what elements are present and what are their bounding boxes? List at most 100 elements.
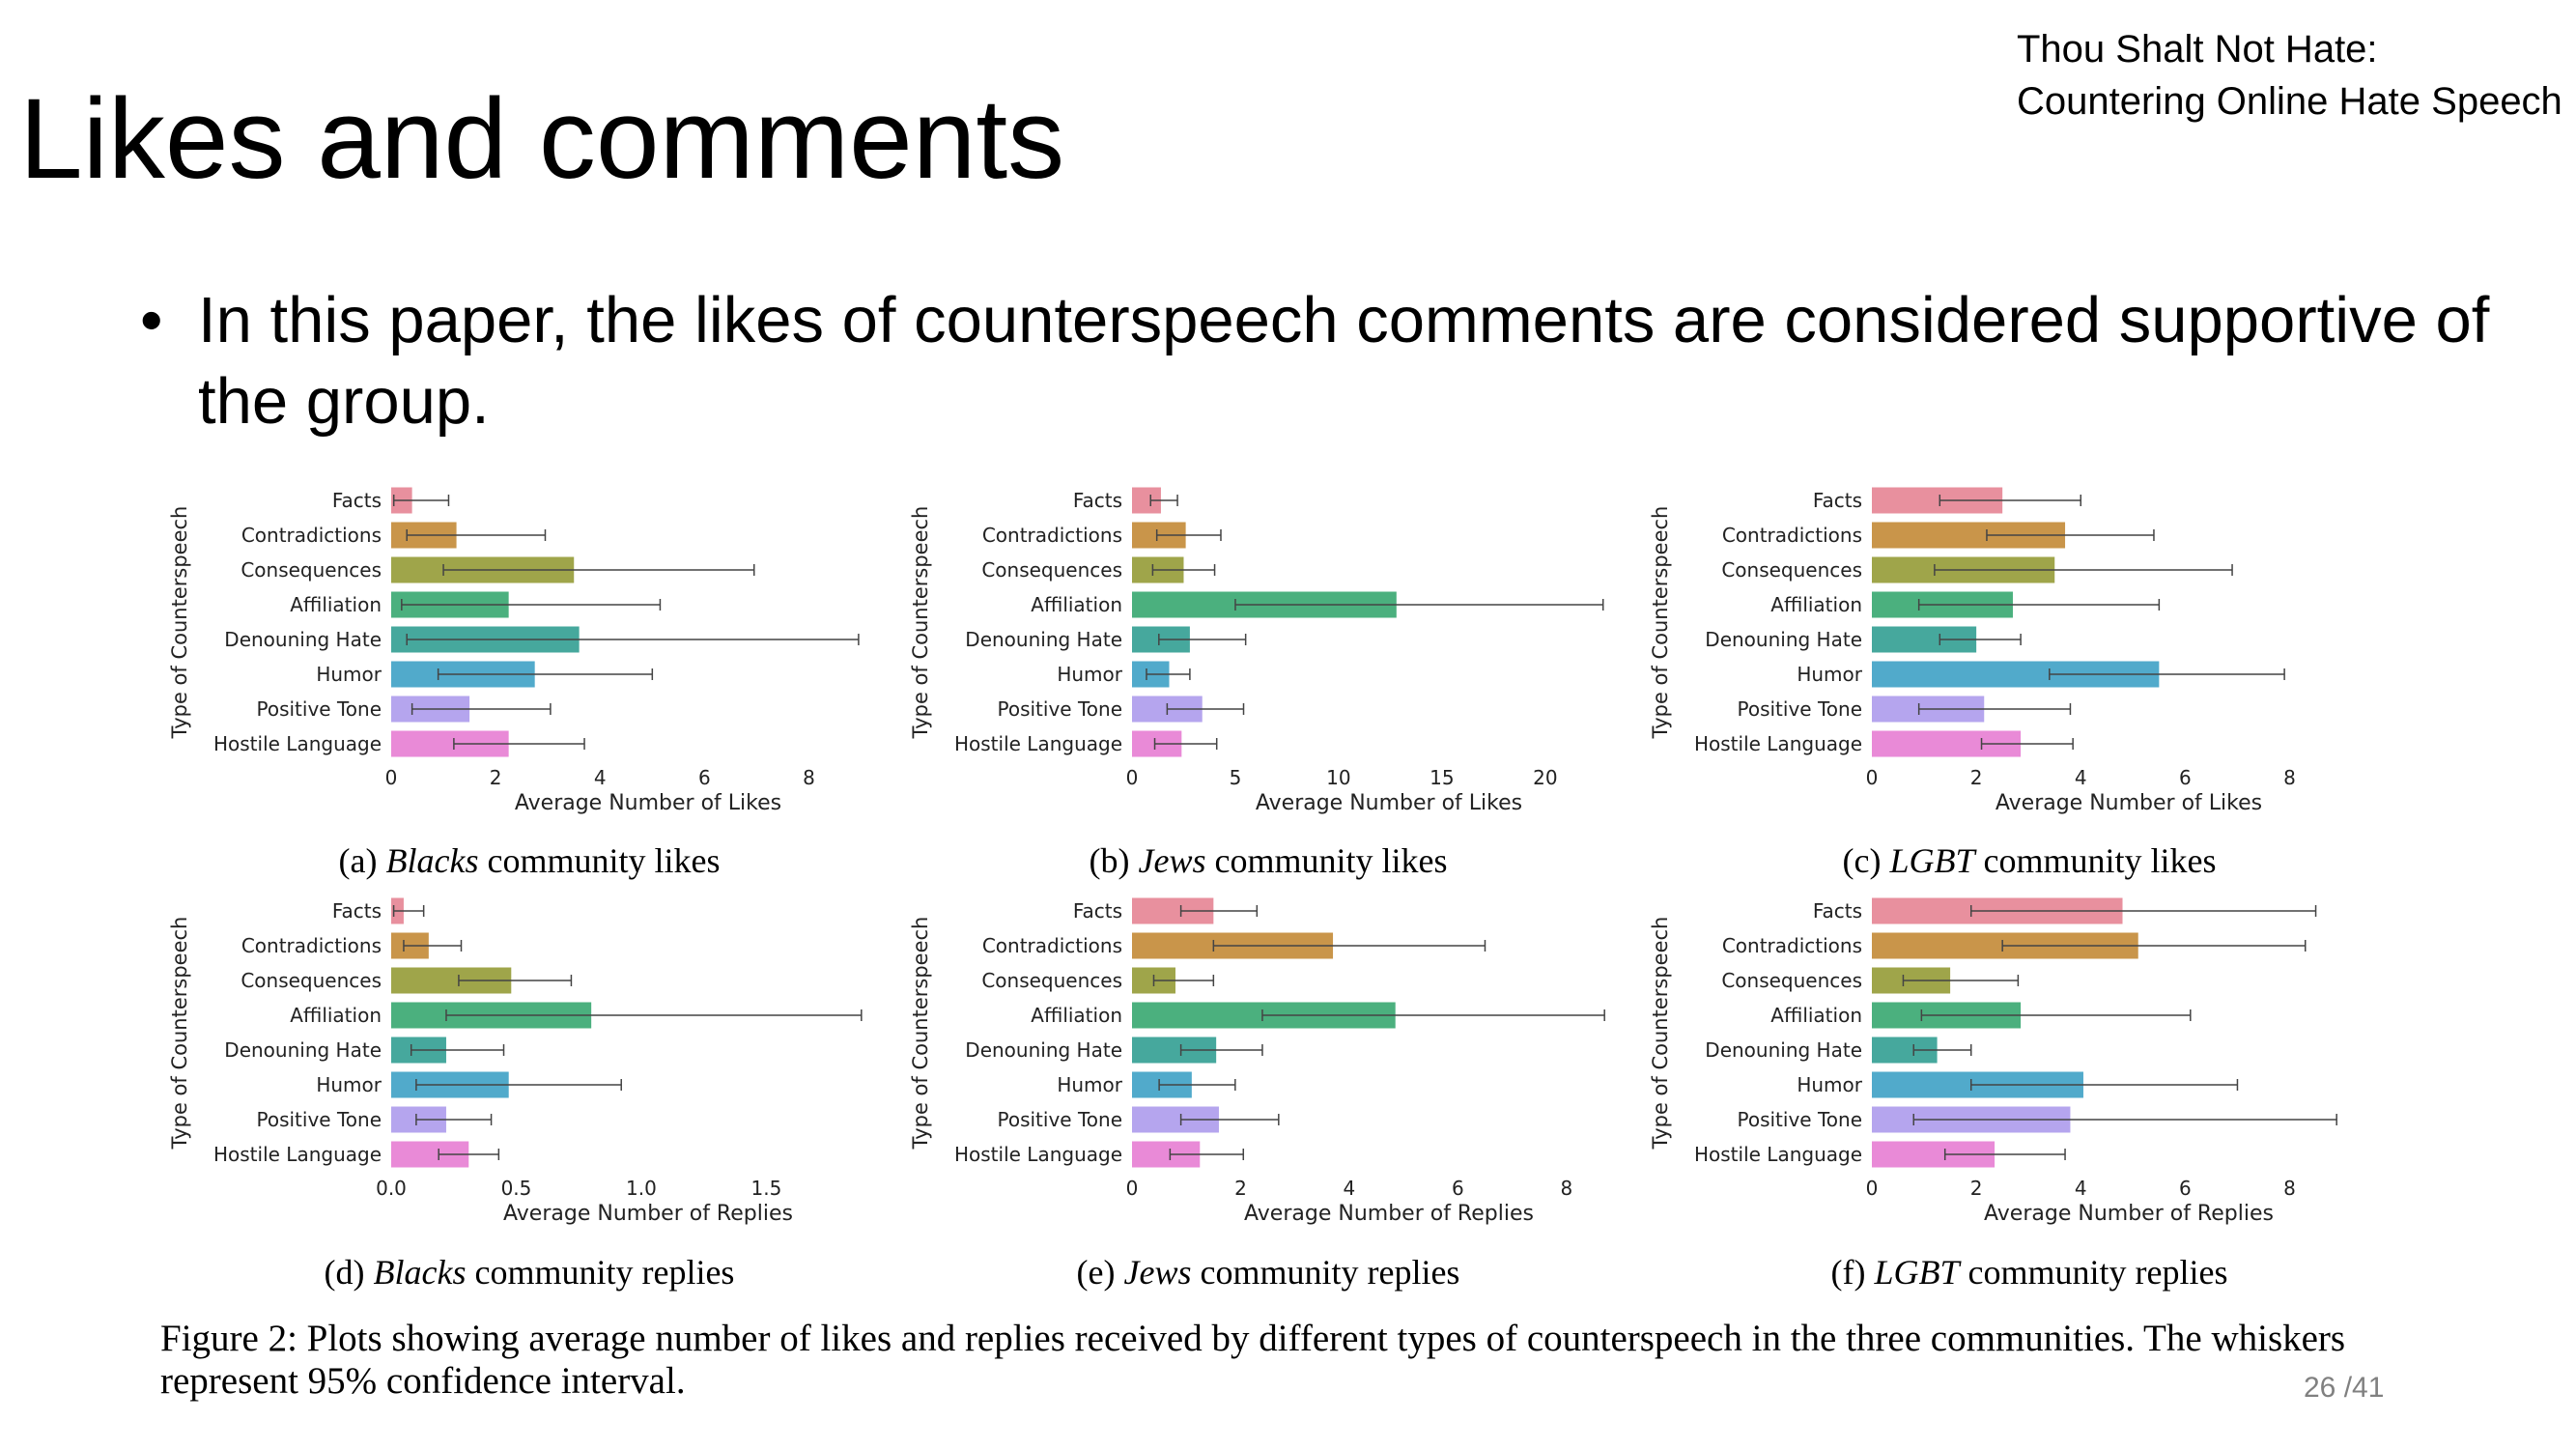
y-axis-label: Type of Counterspeech (909, 917, 932, 1151)
subfigure-caption-label: (b) (1089, 841, 1139, 880)
x-tick-label: 0 (1126, 766, 1139, 789)
category-label: Consequences (241, 969, 382, 992)
category-label: Hostile Language (1694, 1143, 1862, 1166)
subfigure-caption: (f) LGBT community replies (1831, 1252, 2228, 1293)
subfigure-caption: (d) Blacks community replies (325, 1252, 735, 1293)
y-axis-label: Type of Counterspeech (168, 917, 191, 1151)
subfigure-caption-label: (d) (324, 1253, 374, 1292)
category-label: Contradictions (241, 934, 382, 957)
category-label: Denouning Hate (1705, 628, 1862, 651)
x-tick-label: 2 (1970, 766, 1983, 789)
category-label: Humor (316, 663, 382, 686)
subfigure-caption-group: Jews (1123, 1253, 1192, 1292)
category-label: Humor (1057, 1073, 1122, 1096)
page-number: 26 /41 (2304, 1372, 2385, 1404)
category-label: Facts (1813, 489, 1862, 512)
x-tick-label: 2 (1970, 1177, 1983, 1200)
y-axis-label: Type of Counterspeech (1649, 506, 1672, 740)
figure-caption: Figure 2: Plots showing average number o… (160, 1318, 2346, 1402)
category-label: Contradictions (1722, 934, 1862, 957)
bullet-point: • In this paper, the likes of counterspe… (140, 280, 2535, 442)
x-tick-label: 0 (1126, 1177, 1139, 1200)
subfigure-caption-group: Jews (1138, 841, 1206, 880)
x-tick-label: 0.5 (501, 1177, 532, 1200)
category-label: Affiliation (1031, 1004, 1122, 1027)
category-label: Contradictions (1722, 524, 1862, 547)
category-label: Hostile Language (1694, 732, 1862, 755)
x-tick-label: 15 (1430, 766, 1454, 789)
x-tick-label: 6 (1452, 1177, 1464, 1200)
header-line-1: Thou Shalt Not Hate: (2017, 28, 2378, 71)
subfigure-caption-group: Blacks (385, 841, 479, 880)
category-label: Positive Tone (1738, 697, 1863, 721)
subfigure-caption: (b) Jews community likes (1090, 840, 1448, 881)
slide-title: Likes and comments (19, 75, 1065, 203)
category-label: Humor (1057, 663, 1122, 686)
category-label: Consequences (1721, 558, 1862, 582)
category-label: Denouning Hate (965, 628, 1122, 651)
x-tick-label: 2 (1234, 1177, 1247, 1200)
x-tick-label: 6 (2179, 766, 2192, 789)
category-label: Denouning Hate (1705, 1038, 1862, 1062)
x-tick-label: 8 (1560, 1177, 1572, 1200)
subfigure-caption-suffix: community likes (1974, 841, 2217, 880)
x-tick-label: 2 (490, 766, 502, 789)
subfigure-caption-label: (f) (1830, 1253, 1875, 1292)
subfigure-caption-label: (c) (1842, 841, 1890, 880)
x-tick-label: 4 (1344, 1177, 1356, 1200)
subfigure-caption-suffix: community likes (1205, 841, 1448, 880)
category-label: Affiliation (290, 1004, 382, 1027)
subfigure-caption: (a) Blacks community likes (339, 840, 721, 881)
x-tick-label: 4 (594, 766, 607, 789)
category-label: Contradictions (982, 524, 1122, 547)
category-label: Positive Tone (1738, 1108, 1863, 1131)
x-tick-label: 1.0 (626, 1177, 657, 1200)
x-tick-label: 10 (1326, 766, 1350, 789)
category-label: Affiliation (1031, 593, 1122, 616)
x-tick-label: 0 (1866, 1177, 1879, 1200)
x-axis-label: Average Number of Replies (1984, 1202, 2274, 1226)
category-label: Positive Tone (257, 697, 382, 721)
category-label: Consequences (1721, 969, 1862, 992)
subfigure-caption-group: LGBT (1874, 1253, 1960, 1292)
x-axis-label: Average Number of Likes (1256, 791, 1522, 815)
subfigure-caption-group: Blacks (373, 1253, 467, 1292)
category-label: Contradictions (982, 934, 1122, 957)
x-tick-label: 5 (1230, 766, 1242, 789)
x-tick-label: 0 (385, 766, 398, 789)
x-tick-label: 8 (2283, 1177, 2296, 1200)
category-label: Hostile Language (213, 1143, 382, 1166)
category-label: Denouning Hate (224, 1038, 382, 1062)
subfigure-caption-suffix: community replies (1959, 1253, 2228, 1292)
subfigure-caption-label: (e) (1076, 1253, 1124, 1292)
bullet-marker: • (140, 284, 163, 356)
category-label: Consequences (241, 558, 382, 582)
category-label: Consequences (981, 969, 1122, 992)
category-label: Facts (1813, 899, 1862, 923)
subfigure-caption: (e) Jews community replies (1077, 1252, 1460, 1293)
subfigure-caption-suffix: community likes (478, 841, 721, 880)
category-label: Denouning Hate (965, 1038, 1122, 1062)
subfigure-caption-suffix: community replies (466, 1253, 735, 1292)
category-label: Facts (1073, 489, 1122, 512)
x-tick-label: 4 (2075, 766, 2087, 789)
x-tick-label: 4 (2075, 1177, 2087, 1200)
x-axis-label: Average Number of Replies (503, 1202, 793, 1226)
x-tick-label: 8 (2283, 766, 2296, 789)
category-label: Facts (332, 489, 382, 512)
category-label: Affiliation (1770, 1004, 1862, 1027)
category-label: Humor (1797, 1073, 1862, 1096)
x-axis-label: Average Number of Likes (1996, 791, 2262, 815)
x-axis-label: Average Number of Likes (515, 791, 781, 815)
category-label: Positive Tone (998, 697, 1123, 721)
header-line-2: Countering Online Hate Speech (2017, 80, 2562, 123)
category-label: Affiliation (290, 593, 382, 616)
x-tick-label: 0 (1866, 766, 1879, 789)
category-label: Hostile Language (954, 732, 1122, 755)
category-label: Consequences (981, 558, 1122, 582)
y-axis-label: Type of Counterspeech (168, 506, 191, 740)
subfigure-caption-suffix: community replies (1191, 1253, 1460, 1292)
bullet-text: In this paper, the likes of counterspeec… (198, 284, 2490, 438)
x-axis-label: Average Number of Replies (1244, 1202, 1534, 1226)
